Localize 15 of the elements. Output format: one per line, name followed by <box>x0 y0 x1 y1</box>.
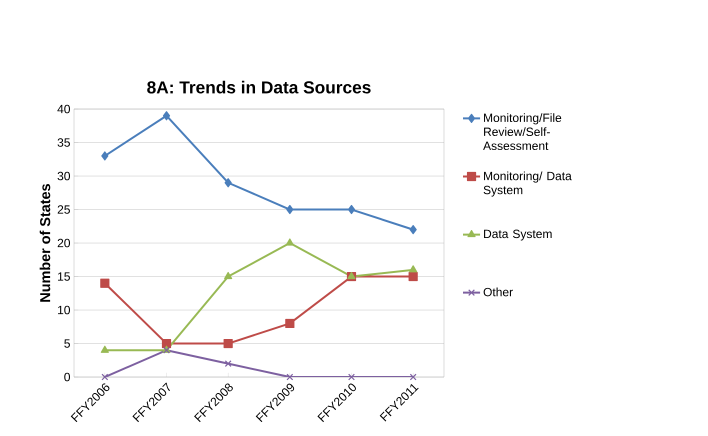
y-tick-label: 0 <box>64 372 70 382</box>
y-tick-label: 35 <box>58 138 70 147</box>
legend-label: Data System <box>484 230 552 241</box>
y-tick-label: 20 <box>58 238 70 248</box>
y-tick-label: 5 <box>64 339 70 348</box>
y-tick-label: 15 <box>58 272 70 281</box>
y-tick-label: 40 <box>57 104 70 114</box>
y-tick-label: 30 <box>58 172 70 180</box>
chart-title: 8A: Trends in Data Sources <box>147 80 371 94</box>
legend-label: Other <box>484 288 513 296</box>
legend-label: Monitoring/File Review/Self-Assessment <box>483 113 562 150</box>
y-axis-title: Number of States <box>40 184 50 302</box>
y-tick-label: 10 <box>58 306 70 314</box>
legend-label: Monitoring/ Data System <box>484 171 572 197</box>
y-tick-label: 25 <box>58 205 70 214</box>
